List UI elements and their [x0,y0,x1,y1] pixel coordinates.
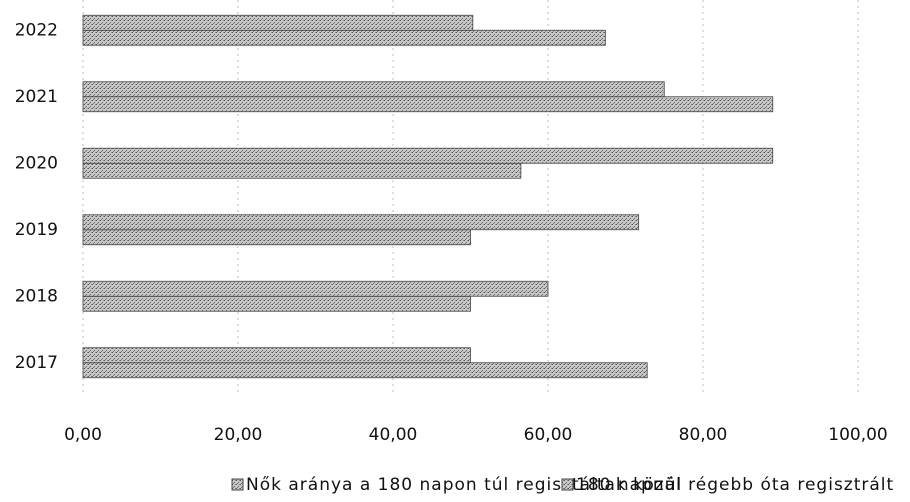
bar [82,147,774,164]
bar [82,81,665,98]
x-tick-label: 20,00 [214,425,263,445]
bar [82,295,471,312]
x-tick-label: 60,00 [524,425,573,445]
y-tick-label: 2020 [15,153,58,173]
y-tick-label: 2019 [15,220,58,240]
y-tick-label: 2022 [15,20,58,40]
x-tick-label: 80,00 [679,425,728,445]
x-tick-label: 40,00 [369,425,418,445]
x-tick-label: 100,00 [828,425,887,445]
legend-label: 180 napnál régebb óta regisztrált [576,475,894,495]
bar [82,96,774,113]
x-tick-label: 0,00 [64,425,102,445]
bar [82,347,471,364]
bar [82,14,474,31]
y-tick-label: 2017 [15,353,58,373]
bar [82,280,549,297]
bar [82,362,648,379]
y-tick-label: 2021 [15,87,58,107]
legend-swatch [231,478,244,491]
bar [82,229,471,246]
bar [82,162,522,179]
bar [82,29,606,46]
y-tick-label: 2018 [15,286,58,306]
legend-swatch [561,478,574,491]
bar [82,214,640,231]
